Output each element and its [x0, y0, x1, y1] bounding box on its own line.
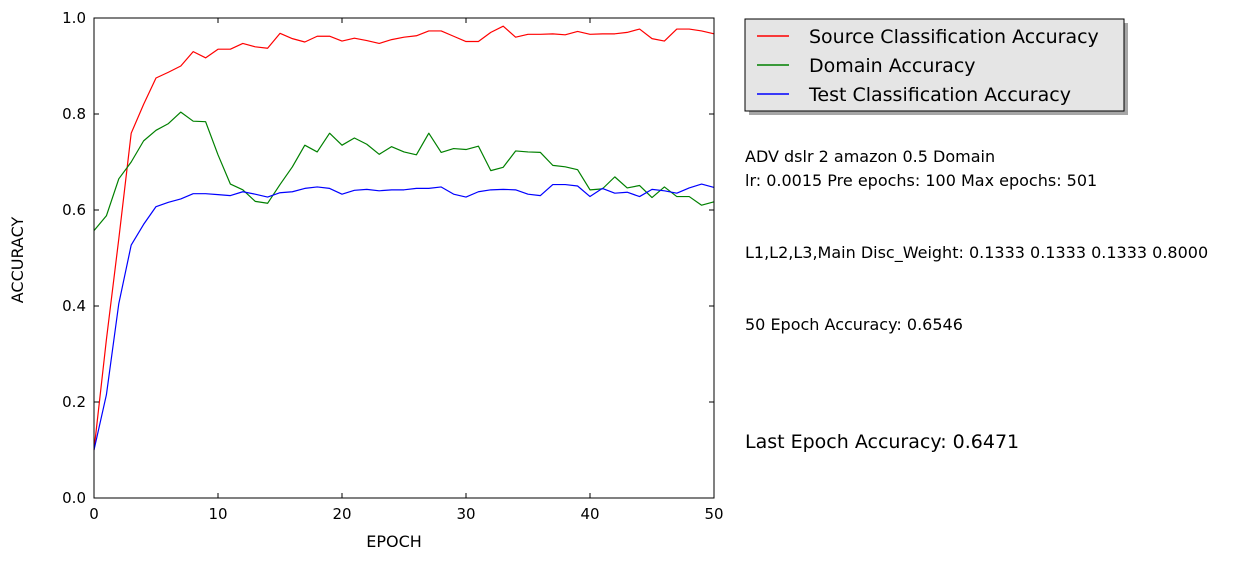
y-tick-label: 1.0	[62, 9, 86, 27]
experiment-description: ADV dslr 2 amazon 0.5 Domain	[745, 147, 996, 166]
x-tick-label: 50	[704, 505, 723, 523]
epoch-50-accuracy: 50 Epoch Accuracy: 0.6546	[745, 315, 963, 334]
x-tick-label: 30	[456, 505, 475, 523]
x-tick-label: 40	[580, 505, 599, 523]
x-tick-label: 20	[332, 505, 351, 523]
disc-weights: L1,L2,L3,Main Disc_Weight: 0.1333 0.1333…	[745, 243, 1209, 262]
legend: Source Classification Accuracy Domain Acc…	[744, 18, 1128, 115]
x-axis-label: EPOCH	[366, 532, 422, 551]
legend-label: Domain Accuracy	[809, 55, 976, 77]
last-epoch-accuracy: Last Epoch Accuracy: 0.6471	[745, 431, 1020, 453]
legend-entries: Source Classification Accuracy Domain Acc…	[757, 26, 1099, 106]
plot-frame	[93, 17, 715, 499]
series-line-2	[93, 111, 715, 232]
series-line-3	[93, 183, 715, 451]
y-tick-label: 0.2	[62, 393, 86, 411]
y-tick-label: 0.0	[62, 489, 86, 507]
series-line-1	[93, 25, 715, 451]
x-tick-label: 10	[208, 505, 227, 523]
y-tick-label: 0.8	[62, 105, 86, 123]
series-layer	[93, 25, 715, 451]
legend-label: Test Classification Accuracy	[808, 84, 1071, 106]
x-tick-label: 0	[89, 505, 99, 523]
legend-label: Source Classification Accuracy	[809, 26, 1099, 48]
y-tick-label: 0.6	[62, 201, 86, 219]
legend-box	[744, 18, 1125, 112]
tick-layer: 0 10 20 30 40 50 0.0 0.2 0.4 0.6 0.8 1.0	[62, 9, 723, 523]
plot-background	[94, 18, 714, 498]
y-axis-label: ACCURACY	[8, 217, 27, 304]
hyperparameters: lr: 0.0015 Pre epochs: 100 Max epochs: 5…	[745, 171, 1098, 190]
y-tick-label: 0.4	[62, 297, 86, 315]
